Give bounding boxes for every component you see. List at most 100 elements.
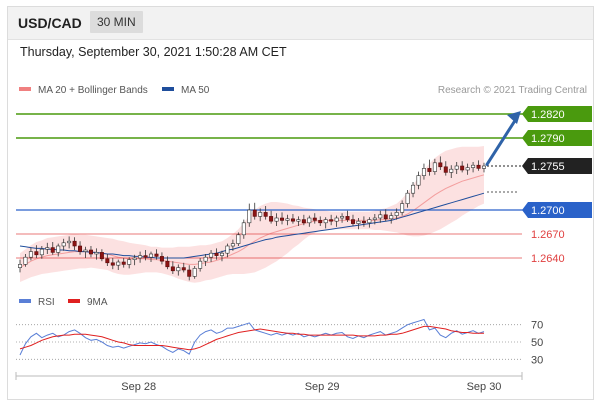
candle-body [132,257,137,260]
candle-body [340,216,345,219]
symbol-title: USD/CAD [18,15,82,31]
ma9-line [19,325,484,351]
candle-body [72,240,77,247]
candle-body [219,252,224,256]
candle-body [149,253,154,258]
candle-body [83,249,88,252]
candle-body [34,251,39,256]
ma9-legend-label: 9MA [87,297,108,308]
bollinger-legend-label: MA 20 + Bollinger Bands [38,85,148,96]
candle-body [378,214,383,219]
candle-body [290,218,295,222]
candle-body [225,245,230,254]
candle-body [460,165,465,171]
candle-body [274,217,279,222]
candle-body [28,251,33,258]
candle-body [427,168,432,172]
candlesticks [18,156,486,281]
candle-body [56,245,61,253]
ma9-legend-swatch [68,299,80,303]
candle-body [318,220,323,224]
bollinger-bands [19,146,485,283]
candle-body [45,247,50,250]
candle-body [471,164,476,168]
candle-body [405,192,410,204]
candle-body [78,245,83,252]
candle-body [345,216,350,220]
candle-body [61,242,66,247]
rsi-panel: 70 50 30 [16,318,543,366]
candle-body [263,212,268,217]
candle-body [449,168,454,173]
rsi-legend-swatch [19,299,31,303]
candle-body [356,220,361,224]
forecast-arrow-shaft [485,117,518,166]
candle-body [187,269,192,277]
candle-body [159,256,164,262]
support-label: 1.2670 [531,229,565,241]
candle-body [176,267,181,272]
candle-body [465,167,470,171]
candle-body [334,217,339,222]
candle-body [367,219,372,224]
ma50-legend-label: MA 50 [181,85,210,96]
candle-body [421,168,426,176]
last-price-label: 1.2755 [531,161,565,173]
candle-body [280,217,285,221]
candle-body [372,217,377,220]
candle-body [192,268,197,277]
candle-body [39,248,44,256]
rsi-legend-label: RSI [38,297,55,308]
candle-body [143,255,148,258]
candle-body [209,252,214,258]
candle-body [416,175,421,186]
candle-body [389,215,394,220]
candle-body [350,219,355,224]
chart-datetime: Thursday, September 30, 2021 1:50:28 AM … [20,45,287,59]
rsi-tick-label: 50 [531,337,543,349]
candle-body [241,222,246,236]
candle-body [236,234,241,244]
candle-body [312,217,317,221]
candle-body [181,267,186,271]
forecast-arrow-head [507,111,521,124]
candle-body [252,209,257,217]
support-label: 1.2700 [531,205,565,217]
chart-header: USD/CAD 30 MIN [8,7,593,40]
research-credit: Research © 2021 Trading Central [438,85,587,96]
resistance-tag [522,130,592,146]
candle-body [116,261,121,266]
candle-body [67,240,72,244]
support-label: 1.2640 [531,253,565,265]
candle-body [323,219,328,224]
bollinger-band-fill [20,146,484,283]
candle-body [50,247,55,253]
candle-body [105,258,110,264]
candle-body [165,260,170,268]
x-tick-label: Sep 30 [467,381,502,393]
candle-body [121,261,126,265]
candle-body [23,256,28,265]
candle-body [394,212,399,216]
bollinger-legend-swatch [19,87,31,91]
rsi-line [19,318,485,356]
candle-body [203,256,208,262]
rsi-tick-label: 70 [531,320,543,332]
timeframe-badge[interactable]: 30 MIN [90,11,143,33]
candle-body [154,253,159,257]
resistance-label: 1.2820 [531,109,565,121]
candle-body [476,164,481,169]
candle-body [94,252,99,255]
candle-body [230,243,235,247]
rsi-tick-label: 30 [531,354,543,366]
candle-body [438,162,443,168]
x-axis: Sep 28 Sep 29 Sep 30 [15,372,523,393]
candle-body [411,184,416,194]
candle-body [127,259,132,265]
resistance-tag [522,106,592,122]
candle-body [285,218,290,221]
support-tag [522,202,592,218]
candle-body [454,165,459,170]
ma50-legend-swatch [162,87,174,91]
